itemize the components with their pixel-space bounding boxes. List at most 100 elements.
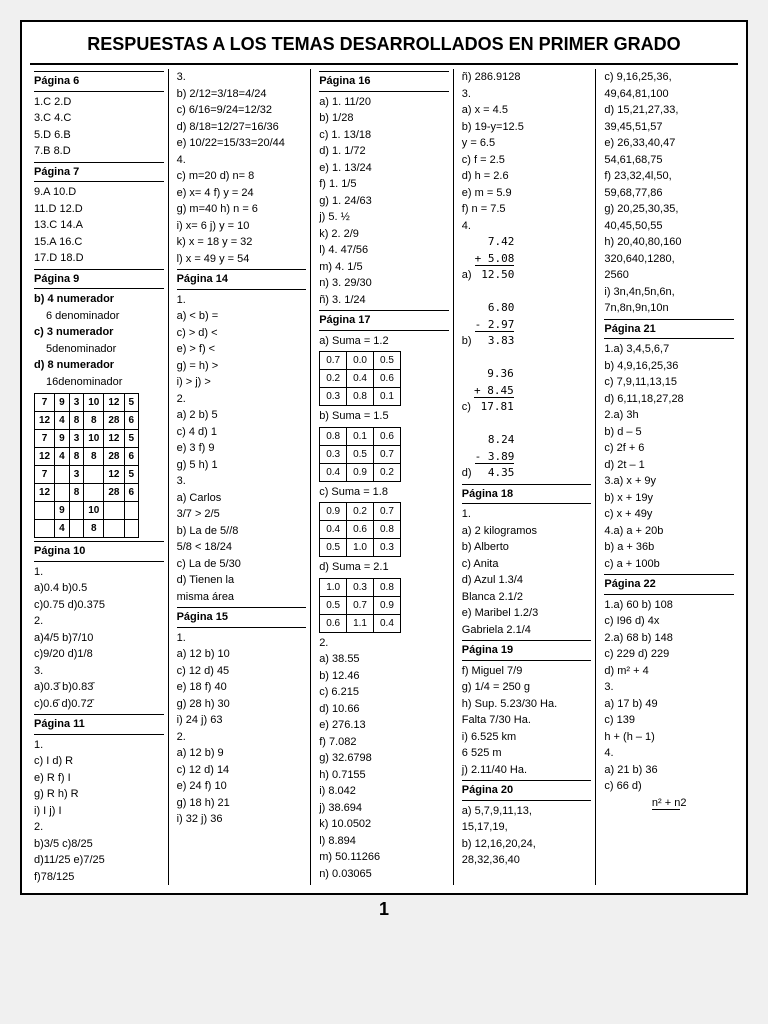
cell: 0.6	[374, 370, 401, 388]
line: 4.	[462, 218, 592, 235]
line: 5/8 < 18/24	[177, 539, 307, 556]
line: a) 12 b) 10	[177, 646, 307, 663]
line: 2.	[177, 391, 307, 408]
line: 6 525 m	[462, 745, 592, 762]
line: h + (h – 1)	[604, 729, 734, 746]
header-p6: Página 6	[34, 71, 164, 92]
p17-ans2: 2.a) 38.55b) 12.46c) 6.215d) 10.66e) 276…	[319, 635, 449, 883]
line: 7.B 8.D	[34, 143, 164, 160]
line: l) x = 49 y = 54	[177, 251, 307, 268]
cell: 28	[104, 412, 124, 430]
line: 3.	[462, 86, 592, 103]
line: e) 10/22=15/33=20/44	[177, 135, 307, 152]
line: 6 denominador	[34, 308, 164, 325]
p10-ans: 1.a)0.4 b)0.5c)0.75 d)0.3752.a)4/5 b)7/1…	[34, 564, 164, 713]
cell: 0.9	[320, 503, 347, 521]
line: 13.C 14.A	[34, 217, 164, 234]
line: 15,17,19,	[462, 819, 592, 836]
c2-top: 3.b) 2/12=3/18=4/24c) 6/16=9/24=12/32d) …	[177, 69, 307, 267]
sum-grid-c: 0.90.20.70.40.60.80.51.00.3	[319, 502, 401, 557]
line: h) 0.7155	[319, 767, 449, 784]
line: g) 5 h) 1	[177, 457, 307, 474]
cell: 1.0	[347, 539, 374, 557]
line: c) 66 d)	[604, 778, 734, 795]
line: 2.	[34, 819, 164, 836]
cell: 12	[35, 448, 55, 466]
line: 9.A 10.D	[34, 184, 164, 201]
cell: 7	[35, 394, 55, 412]
cell: 4	[55, 412, 70, 430]
line: 4.	[604, 745, 734, 762]
header-p9: Página 9	[34, 269, 164, 290]
col-4: ñ) 286.91283.a) x = 4.5b) 19-y=12.5 y = …	[458, 69, 597, 885]
cell: 0.1	[347, 427, 374, 445]
cell: 1.0	[320, 578, 347, 596]
val: 3.83	[488, 334, 515, 347]
line: c) a + 100b	[604, 556, 734, 573]
header-p10: Página 10	[34, 541, 164, 562]
line: c) 229 d) 229	[604, 646, 734, 663]
page-number: 1	[20, 899, 748, 920]
cell: 28	[104, 448, 124, 466]
line: b) 4,9,16,25,36	[604, 358, 734, 375]
cell	[55, 466, 70, 484]
line: j) 5. ½	[319, 209, 449, 226]
cell: 0.2	[347, 503, 374, 521]
cell: 0.6	[347, 521, 374, 539]
p19-ans: f) Miguel 7/9g) 1/4 = 250 gh) Sup. 5.23/…	[462, 663, 592, 779]
calc-d: d) 8.24- 3.894.35	[462, 432, 592, 482]
frac-bot: 2	[680, 797, 686, 809]
p9-ans: b) 4 numerador 6 denominador c) 3 numera…	[34, 291, 164, 390]
cell: 6	[124, 412, 139, 430]
line: j) 2.11/40 Ha.	[462, 762, 592, 779]
cell	[84, 484, 104, 502]
line: e) 3 f) 9	[177, 440, 307, 457]
line: e) 18 f) 40	[177, 679, 307, 696]
val: 8.24	[488, 433, 515, 446]
p18-ans: 1.a) 2 kilogramosb) Albertoc) Anitad) Az…	[462, 506, 592, 638]
val: 4.35	[488, 466, 515, 479]
line: 17.D 18.D	[34, 250, 164, 267]
line: e) 276.13	[319, 717, 449, 734]
cell: 0.5	[374, 352, 401, 370]
line: 59,68,77,86	[604, 185, 734, 202]
line: d) Tienen la	[177, 572, 307, 589]
val: + 8.45	[474, 384, 514, 398]
cell: 3	[69, 430, 84, 448]
val: 17.81	[481, 400, 514, 413]
line: e) R f) I	[34, 770, 164, 787]
cell: 7	[35, 466, 55, 484]
line: l) 8.894	[319, 833, 449, 850]
line: b) 12.46	[319, 668, 449, 685]
line: 5.D 6.B	[34, 127, 164, 144]
val: 7.42	[488, 235, 515, 248]
line: b) 12,16,20,24,	[462, 836, 592, 853]
line: m) 4. 1/5	[319, 259, 449, 276]
sum-label: b) Suma = 1.5	[319, 408, 449, 425]
cell: 0.9	[374, 596, 401, 614]
line: g) m=40 h) n = 6	[177, 201, 307, 218]
cell	[35, 520, 55, 538]
cell: 3	[69, 394, 84, 412]
line: d) m² + 4	[604, 663, 734, 680]
sum-label: c) Suma = 1.8	[319, 484, 449, 501]
line: c)9/20 d)1/8	[34, 646, 164, 663]
line: a) 2 kilogramos	[462, 523, 592, 540]
cell: 12	[35, 412, 55, 430]
cell: 0.6	[320, 614, 347, 632]
sum-grid-b: 0.80.10.60.30.50.70.40.90.2	[319, 427, 401, 482]
p21-ans: 1.a) 3,4,5,6,7b) 4,9,16,25,36c) 7,9,11,1…	[604, 341, 734, 572]
cell: 0.8	[374, 521, 401, 539]
line: a) 21 b) 36	[604, 762, 734, 779]
p14-ans: 1.a) < b) =c) > d) <e) > f) <g) = h) >i)…	[177, 292, 307, 606]
line: d) 8 numerador	[34, 359, 114, 371]
line: e) Maribel 1.2/3	[462, 605, 592, 622]
line: 3.C 4.C	[34, 110, 164, 127]
cell: 0.4	[347, 370, 374, 388]
line: c) 4 d) 1	[177, 424, 307, 441]
line: 1.a) 3,4,5,6,7	[604, 341, 734, 358]
p6-ans: 1.C 2.D 3.C 4.C 5.D 6.B 7.B 8.D	[34, 94, 164, 160]
line: 1.	[462, 506, 592, 523]
cell: 4	[55, 448, 70, 466]
line: i) I j) I	[34, 803, 164, 820]
